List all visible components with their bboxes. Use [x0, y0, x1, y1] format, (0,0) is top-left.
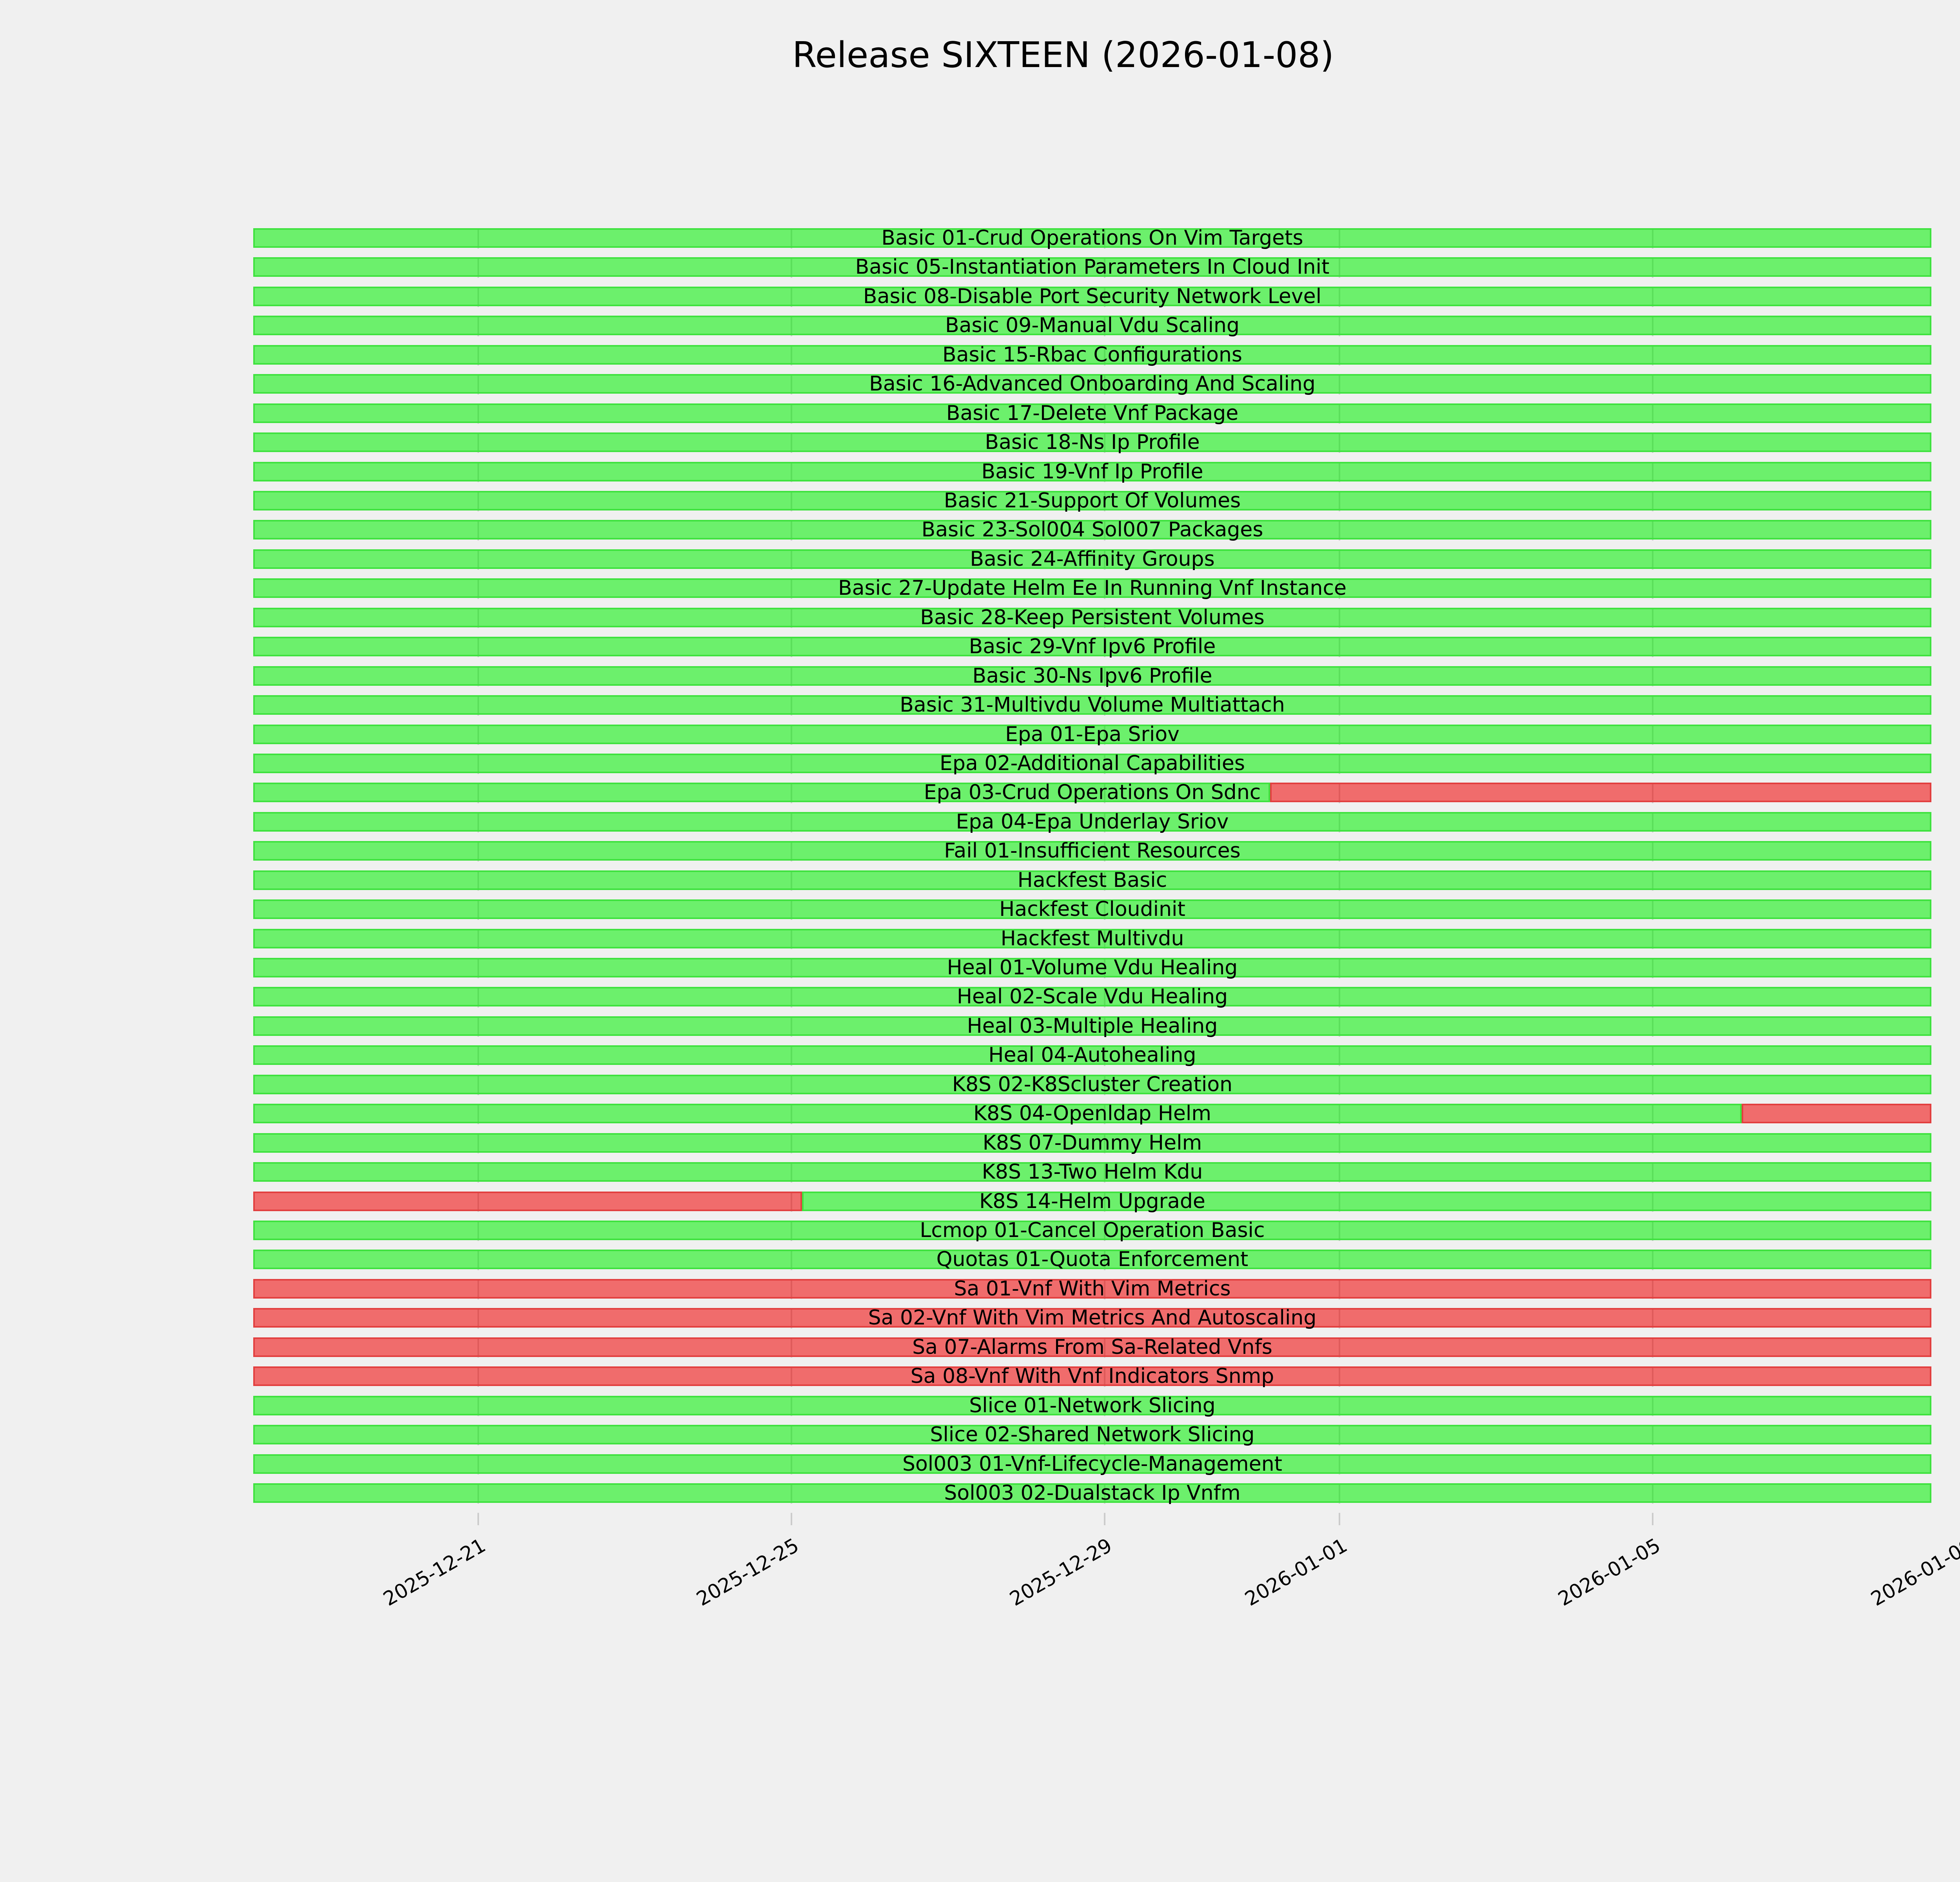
task-row: Basic 05-Instantiation Parameters In Clo… [253, 255, 1931, 279]
task-bar-segment-pass [253, 812, 1931, 832]
task-row: Heal 04-Autohealing [253, 1043, 1931, 1067]
task-bar-segment-pass [253, 1045, 1931, 1065]
task-bar-segment-pass [253, 783, 1270, 803]
task-row: Epa 04-Epa Underlay Sriov [253, 810, 1931, 834]
task-row: Basic 27-Update Helm Ee In Running Vnf I… [253, 576, 1931, 600]
task-row: Hackfest Multivdu [253, 927, 1931, 950]
task-bar-segment-pass [253, 841, 1931, 861]
task-bar-segment-pass [253, 403, 1931, 423]
x-tick-label: 2026-01-09 [1867, 1534, 1960, 1611]
task-bar-segment-pass [253, 1250, 1931, 1270]
task-row: Slice 02-Shared Network Slicing [253, 1423, 1931, 1446]
task-row: Hackfest Cloudinit [253, 897, 1931, 921]
task-row: Basic 28-Keep Persistent Volumes [253, 606, 1931, 629]
task-bar-segment-pass [253, 374, 1931, 394]
task-bar-segment-pass [253, 286, 1931, 306]
x-tick-label: 2025-12-21 [379, 1534, 490, 1611]
task-bar-segment-pass [253, 1483, 1931, 1503]
task-bar-segment-fail [1270, 783, 1931, 803]
task-bar-segment-pass [253, 607, 1931, 627]
task-row: Sa 07-Alarms From Sa-Related Vnfs [253, 1335, 1931, 1359]
task-bar-segment-pass [253, 257, 1931, 277]
task-bar-segment-pass [253, 1454, 1931, 1474]
task-bar-segment-fail [253, 1191, 802, 1211]
task-row: Heal 03-Multiple Healing [253, 1014, 1931, 1038]
task-row: Basic 21-Support Of Volumes [253, 489, 1931, 512]
task-row: Basic 01-Crud Operations On Vim Targets [253, 226, 1931, 250]
task-bar-segment-pass [253, 987, 1931, 1007]
task-row: Basic 08-Disable Port Security Network L… [253, 285, 1931, 308]
task-row: Heal 02-Scale Vdu Healing [253, 985, 1931, 1008]
task-bar-segment-pass [253, 1016, 1931, 1036]
task-bar-segment-fail [253, 1308, 1931, 1328]
task-row: Basic 09-Manual Vdu Scaling [253, 314, 1931, 337]
task-row: Basic 31-Multivdu Volume Multiattach [253, 693, 1931, 717]
task-row: Basic 24-Affinity Groups [253, 547, 1931, 571]
task-row: K8S 14-Helm Upgrade [253, 1190, 1931, 1213]
task-row: Basic 19-Vnf Ip Profile [253, 460, 1931, 483]
task-row: K8S 02-K8Scluster Creation [253, 1073, 1931, 1096]
task-bar-segment-pass [253, 432, 1931, 452]
task-bar-segment-pass [253, 870, 1931, 890]
task-bar-segment-pass [253, 1133, 1931, 1153]
task-bar-segment-pass [253, 578, 1931, 598]
task-row: Lcmop 01-Cancel Operation Basic [253, 1219, 1931, 1242]
task-row: K8S 07-Dummy Helm [253, 1131, 1931, 1155]
task-row: Heal 01-Volume Vdu Healing [253, 956, 1931, 979]
task-bar-segment-pass [253, 228, 1931, 248]
task-row: Sa 01-Vnf With Vim Metrics [253, 1277, 1931, 1301]
task-row: Sol003 02-Dualstack Ip Vnfm [253, 1481, 1931, 1505]
task-row: Epa 02-Additional Capabilities [253, 752, 1931, 775]
task-row: Epa 03-Crud Operations On Sdnc [253, 781, 1931, 804]
task-bar-segment-fail [253, 1337, 1931, 1357]
task-bar-segment-pass [253, 958, 1931, 978]
task-row: Slice 01-Network Slicing [253, 1394, 1931, 1417]
task-row: Basic 16-Advanced Onboarding And Scaling [253, 372, 1931, 396]
task-bar-segment-pass [253, 637, 1931, 657]
task-bar-segment-pass [802, 1191, 1931, 1211]
task-bar-segment-fail [253, 1279, 1931, 1299]
page-title: Release SIXTEEN (2026-01-08) [792, 35, 1334, 76]
x-tick-label: 2026-01-05 [1554, 1534, 1664, 1611]
task-bar-segment-fail [253, 1366, 1931, 1386]
x-tick-label: 2026-01-01 [1241, 1534, 1351, 1611]
task-bar-segment-pass [253, 899, 1931, 919]
task-row: K8S 04-Openldap Helm [253, 1102, 1931, 1125]
task-row: Quotas 01-Quota Enforcement [253, 1248, 1931, 1271]
task-row: Hackfest Basic [253, 868, 1931, 892]
task-bar-segment-pass [253, 1074, 1931, 1094]
task-row: Fail 01-Insufficient Resources [253, 839, 1931, 863]
task-row: Basic 17-Delete Vnf Package [253, 401, 1931, 425]
task-bar-segment-pass [253, 345, 1931, 365]
x-tick-label: 2025-12-25 [693, 1534, 803, 1611]
task-bar-segment-pass [253, 928, 1931, 948]
task-bar-segment-pass [253, 1104, 1742, 1124]
task-bar-segment-pass [253, 520, 1931, 540]
task-bar-segment-pass [253, 1162, 1931, 1182]
task-bar-segment-pass [253, 1395, 1931, 1415]
task-row: Basic 29-Vnf Ipv6 Profile [253, 635, 1931, 658]
task-row: Basic 18-Ns Ip Profile [253, 431, 1931, 454]
task-row: Basic 30-Ns Ipv6 Profile [253, 664, 1931, 688]
task-row: Basic 15-Rbac Configurations [253, 343, 1931, 367]
task-bar-segment-pass [253, 549, 1931, 569]
task-bar-segment-pass [253, 1221, 1931, 1241]
task-bar-segment-pass [253, 1425, 1931, 1445]
task-row: Sa 08-Vnf With Vnf Indicators Snmp [253, 1364, 1931, 1388]
task-row: Sol003 01-Vnf-Lifecycle-Management [253, 1452, 1931, 1476]
task-bar-segment-pass [253, 490, 1931, 510]
task-row: Epa 01-Epa Sriov [253, 723, 1931, 746]
task-bar-segment-pass [253, 316, 1931, 336]
task-row: Basic 23-Sol004 Sol007 Packages [253, 518, 1931, 541]
x-tick-label: 2025-12-29 [1006, 1534, 1116, 1611]
task-row: K8S 13-Two Helm Kdu [253, 1160, 1931, 1184]
task-row: Sa 02-Vnf With Vim Metrics And Autoscali… [253, 1306, 1931, 1330]
task-bar-segment-pass [253, 753, 1931, 773]
task-bar-segment-fail [1742, 1104, 1931, 1124]
task-bar-segment-pass [253, 724, 1931, 744]
task-bar-segment-pass [253, 666, 1931, 686]
task-bar-segment-pass [253, 695, 1931, 715]
task-bar-segment-pass [253, 461, 1931, 481]
